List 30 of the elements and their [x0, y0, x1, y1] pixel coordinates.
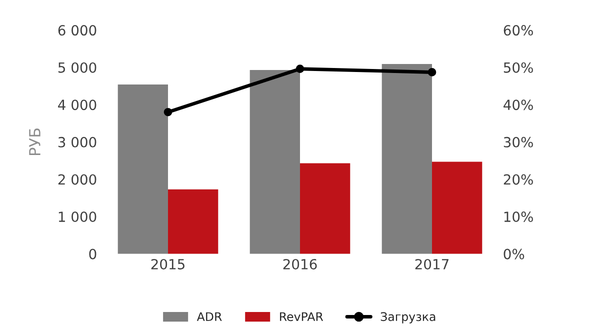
y-tick-label: 3 000: [58, 136, 96, 148]
point: [164, 108, 172, 116]
y-tick-label: 0: [89, 248, 96, 260]
y2-tick-label: 40%: [504, 100, 533, 110]
y2-tick-label: 10%: [504, 212, 533, 222]
y-tick-label: 2 000: [58, 174, 96, 185]
y2-tick-label: 30%: [504, 136, 533, 148]
bar: [432, 162, 482, 254]
bar: [300, 163, 350, 254]
legend-label: RevPAR: [280, 312, 324, 322]
point: [428, 68, 436, 76]
y2-tick-label: 60%: [504, 25, 533, 36]
y2-tick-label: 0%: [504, 248, 524, 260]
y2-tick-label: 20%: [504, 174, 533, 185]
y-tick-label: 4 000: [58, 100, 96, 110]
y-axis-title: РУБ: [29, 128, 40, 155]
y-tick-label: 1 000: [58, 212, 96, 222]
bar: [382, 64, 432, 254]
legend-label: ADR: [196, 312, 222, 321]
bar: [250, 70, 300, 254]
y2-tick-label: 50%: [504, 62, 533, 73]
x-tick-label: 2016: [283, 258, 317, 270]
legend-label: Загрузка: [380, 312, 436, 324]
bar: [118, 84, 168, 254]
bar: [168, 189, 218, 254]
point: [296, 64, 304, 74]
x-tick-label: 2017: [415, 258, 448, 270]
x-tick-label: 2015: [151, 258, 184, 270]
y-tick-label: 6 000: [58, 25, 96, 36]
y-tick-label: 5 000: [58, 62, 96, 73]
